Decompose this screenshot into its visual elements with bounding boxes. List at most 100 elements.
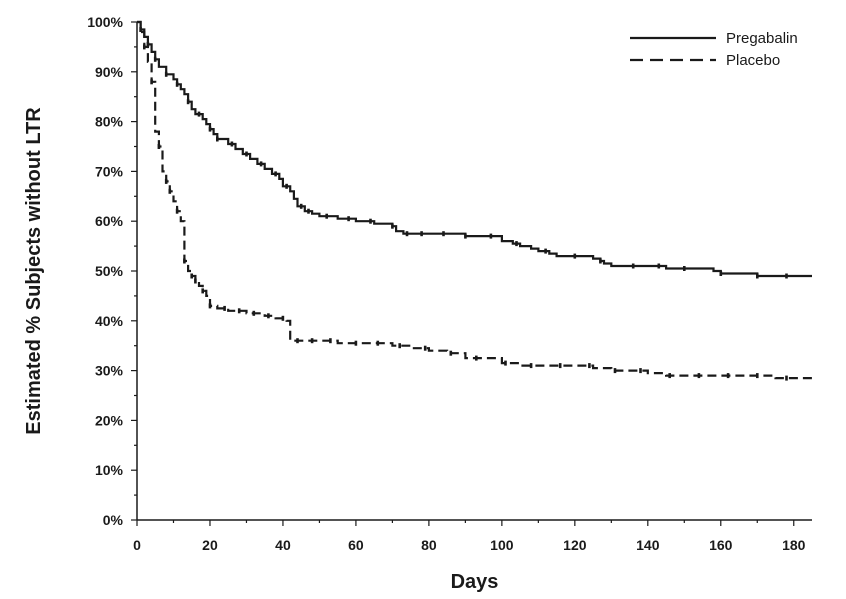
censor-mark-pregabalin (285, 183, 288, 189)
censor-mark-placebo (164, 178, 168, 184)
y-tick-label: 0% (103, 512, 124, 528)
censor-mark-placebo (613, 368, 617, 374)
censor-mark-pregabalin (175, 81, 179, 87)
censor-mark-pregabalin (299, 203, 303, 209)
censor-mark-placebo (175, 208, 179, 214)
censor-mark-pregabalin (391, 223, 394, 229)
censor-mark-pregabalin (208, 126, 212, 132)
censor-mark-placebo (190, 273, 193, 279)
censor-mark-placebo (281, 315, 285, 321)
series-line-placebo (137, 20, 814, 381)
censor-mark-pregabalin (420, 231, 423, 237)
y-axis-title: Estimated % Subjects without LTR (23, 107, 45, 435)
y-tick-label: 70% (95, 163, 124, 179)
y-tick-label: 100% (87, 14, 123, 30)
censor-mark-placebo (588, 363, 591, 369)
censor-mark-placebo (726, 373, 730, 379)
censor-mark-placebo (329, 338, 332, 344)
x-tick-label: 80 (421, 537, 437, 553)
censor-mark-pregabalin (489, 233, 493, 239)
y-tick-label: 10% (95, 462, 124, 478)
censor-mark-placebo (310, 338, 314, 344)
censor-mark-placebo (475, 355, 478, 361)
y-tick-label: 20% (95, 412, 124, 428)
censor-mark-pregabalin (369, 218, 372, 224)
y-tick-label: 90% (95, 64, 124, 80)
y-tick-label: 60% (95, 213, 124, 229)
censor-mark-placebo (376, 340, 380, 346)
censor-mark-placebo (558, 363, 562, 369)
censor-mark-pregabalin (442, 231, 445, 237)
x-tick-label: 40 (275, 537, 291, 553)
censor-mark-placebo (504, 360, 507, 366)
censor-mark-pregabalin (756, 273, 759, 279)
censor-mark-pregabalin (599, 258, 602, 264)
censor-mark-placebo (529, 363, 533, 369)
censor-mark-placebo (208, 303, 212, 309)
censor-mark-placebo (143, 44, 146, 50)
censor-mark-pregabalin (197, 111, 201, 117)
legend-label-pregabalin: Pregabalin (726, 30, 798, 47)
x-tick-label: 120 (563, 537, 587, 553)
censor-mark-pregabalin (515, 241, 518, 247)
censor-mark-placebo (194, 278, 197, 284)
censor-mark-pregabalin (153, 56, 157, 62)
censor-mark-placebo (785, 375, 788, 381)
x-tick-label: 100 (490, 537, 514, 553)
censor-mark-pregabalin (259, 161, 263, 167)
series-layer (137, 20, 814, 381)
censor-mark-placebo (252, 310, 256, 316)
censor-mark-placebo (756, 373, 759, 379)
x-axis-title: Days (451, 571, 499, 593)
censor-mark-placebo (423, 345, 427, 351)
censor-mark-placebo (697, 373, 701, 379)
censor-mark-pregabalin (245, 151, 248, 157)
censor-mark-pregabalin (719, 271, 723, 276)
censor-mark-pregabalin (573, 253, 577, 259)
censor-mark-pregabalin (657, 263, 661, 269)
censor-mark-placebo (354, 340, 358, 346)
censor-mark-placebo (168, 188, 172, 194)
censor-mark-pregabalin (146, 41, 150, 47)
censor-mark-placebo (668, 373, 671, 379)
x-tick-label: 0 (133, 537, 141, 553)
censor-mark-placebo (639, 368, 642, 374)
censor-mark-placebo (223, 305, 226, 311)
censor-mark-placebo (398, 343, 401, 349)
x-tick-label: 20 (202, 537, 218, 553)
censor-mark-pregabalin (785, 273, 788, 279)
censor-mark-pregabalin (230, 141, 234, 147)
censor-mark-pregabalin (274, 171, 277, 177)
y-tick-label: 40% (95, 313, 124, 329)
censor-mark-pregabalin (544, 248, 547, 254)
censor-mark-placebo (267, 313, 270, 319)
x-tick-label: 160 (709, 537, 733, 553)
x-axis-ticks: 0 20 40 60 80 100 120 140 160 180 (133, 520, 806, 553)
censor-mark-placebo (237, 308, 241, 314)
censor-mark-pregabalin (683, 266, 686, 271)
y-tick-label: 30% (95, 363, 124, 379)
censor-mark-placebo (296, 338, 299, 344)
censor-mark-pregabalin (186, 99, 190, 105)
y-axis-ticks: 0% 10% 20% 30% 40% 50% 60% 70% 80% 90% 100% (87, 14, 137, 528)
x-tick-label: 60 (348, 537, 364, 553)
legend: Pregabalin Placebo (630, 30, 798, 69)
censor-mark-pregabalin (139, 27, 142, 32)
censor-mark-placebo (183, 258, 186, 264)
censor-mark-pregabalin (631, 263, 635, 269)
y-tick-label: 50% (95, 263, 124, 279)
censor-mark-pregabalin (325, 213, 328, 219)
censor-mark-pregabalin (307, 208, 310, 214)
y-tick-label: 80% (95, 114, 124, 130)
censor-mark-placebo (157, 144, 161, 149)
legend-label-placebo: Placebo (726, 52, 780, 69)
censor-mark-pregabalin (347, 216, 350, 222)
censor-mark-pregabalin (216, 136, 219, 142)
censor-mark-placebo (150, 79, 153, 85)
censor-mark-pregabalin (464, 233, 467, 239)
censor-mark-pregabalin (405, 231, 409, 237)
x-tick-label: 140 (636, 537, 660, 553)
censor-mark-placebo (201, 288, 204, 294)
censor-mark-pregabalin (164, 71, 168, 77)
